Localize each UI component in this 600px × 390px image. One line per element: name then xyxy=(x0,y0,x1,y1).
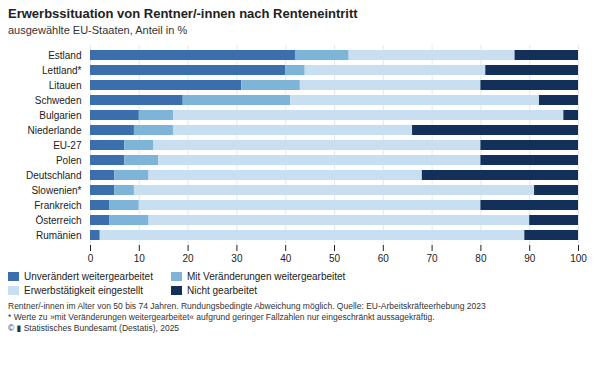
svg-text:Frankreich: Frankreich xyxy=(34,200,81,211)
svg-text:Deutschland: Deutschland xyxy=(26,170,82,181)
svg-text:80: 80 xyxy=(475,253,487,264)
svg-text:Slowenien*: Slowenien* xyxy=(31,185,81,196)
svg-text:20: 20 xyxy=(183,253,195,264)
html-text:© ▮ Statistisches Bundesamt (D: © ▮ Statistisches Bundesamt (Destatis), … xyxy=(8,323,180,333)
html-text:ausgewählte EU-Staaten, Anteil: ausgewählte EU-Staaten, Anteil in % xyxy=(8,24,188,36)
html-text:Nicht gearbeitet: Nicht gearbeitet xyxy=(187,285,257,296)
svg-text:50: 50 xyxy=(329,253,341,264)
html-text:* Werte zu »mit Veränderungen: * Werte zu »mit Veränderungen weitergear… xyxy=(8,312,435,322)
svg-text:Rumänien: Rumänien xyxy=(36,230,82,241)
svg-text:60: 60 xyxy=(378,253,390,264)
svg-text:Polen: Polen xyxy=(56,155,82,166)
svg-text:Lettland*: Lettland* xyxy=(42,65,82,76)
svg-text:Estland: Estland xyxy=(48,50,81,61)
html-text:Erwerbstätigkeit eingestellt: Erwerbstätigkeit eingestellt xyxy=(24,285,143,296)
html-text:Mit Veränderungen weitergearbe: Mit Veränderungen weitergearbeitet xyxy=(187,271,346,282)
svg-text:90: 90 xyxy=(524,253,536,264)
svg-text:Bulgarien: Bulgarien xyxy=(39,110,81,121)
svg-text:EU-27: EU-27 xyxy=(53,140,82,151)
svg-text:70: 70 xyxy=(427,253,439,264)
html-text:Rentner/-innen im Alter von 50: Rentner/-innen im Alter von 50 bis 74 Ja… xyxy=(8,301,486,311)
svg-text:Litauen: Litauen xyxy=(49,80,82,91)
svg-text:0: 0 xyxy=(88,253,94,264)
svg-text:30: 30 xyxy=(231,253,243,264)
html-text:Unverändert weitergearbeitet: Unverändert weitergearbeitet xyxy=(24,271,153,282)
html-text:Erwerbssituation von Rentner/-: Erwerbssituation von Rentner/-innen nach… xyxy=(8,6,358,21)
svg-text:100: 100 xyxy=(570,253,587,264)
svg-text:Schweden: Schweden xyxy=(35,95,82,106)
svg-text:Österreich: Österreich xyxy=(35,215,81,226)
svg-text:40: 40 xyxy=(280,253,292,264)
svg-text:Niederlande: Niederlande xyxy=(28,125,82,136)
svg-text:10: 10 xyxy=(134,253,146,264)
